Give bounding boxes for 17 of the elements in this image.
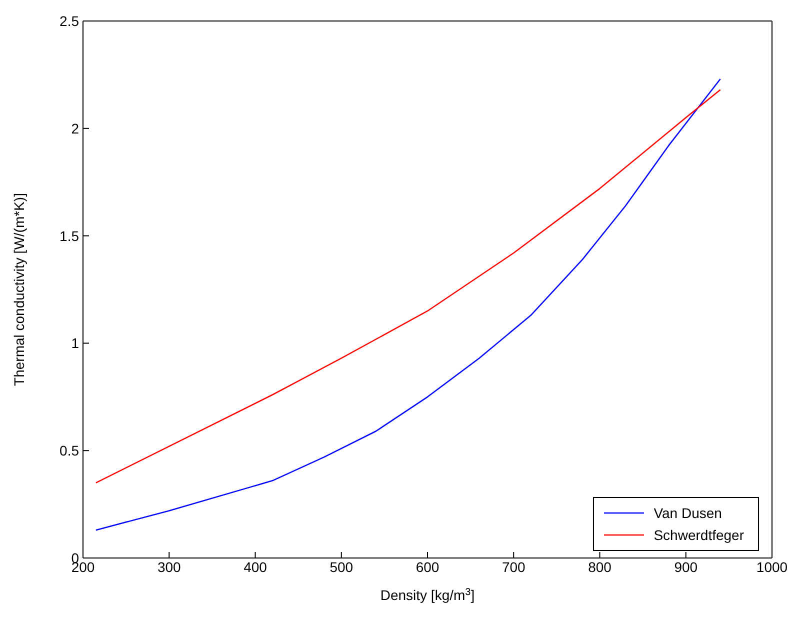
x-tick-label: 500 (330, 558, 354, 575)
x-axis-title: Density [kg/m$^{3}$] (380, 586, 475, 603)
y-axis-title: Thermal conductivity [W/(m*K)] (11, 193, 27, 386)
x-tick-label: 1000 (756, 558, 788, 575)
y-tick-label: 1.5 (60, 228, 80, 244)
x-tick-label: 300 (157, 558, 182, 575)
legend-label: Van Dusen (654, 504, 722, 523)
x-tick-label: 600 (416, 558, 440, 575)
y-tick-label: 2 (71, 120, 80, 136)
x-tick-label: 400 (244, 558, 268, 575)
x-tick-label: 800 (588, 558, 612, 575)
x-tick-label: 900 (674, 558, 698, 575)
y-tick-label: 0.5 (60, 442, 80, 459)
y-tick-label: 2.5 (60, 12, 80, 29)
x-tick-label: 700 (502, 558, 526, 575)
y-tick-label: 1 (71, 335, 80, 352)
legend-label: Schwerdtfeger (654, 526, 744, 545)
